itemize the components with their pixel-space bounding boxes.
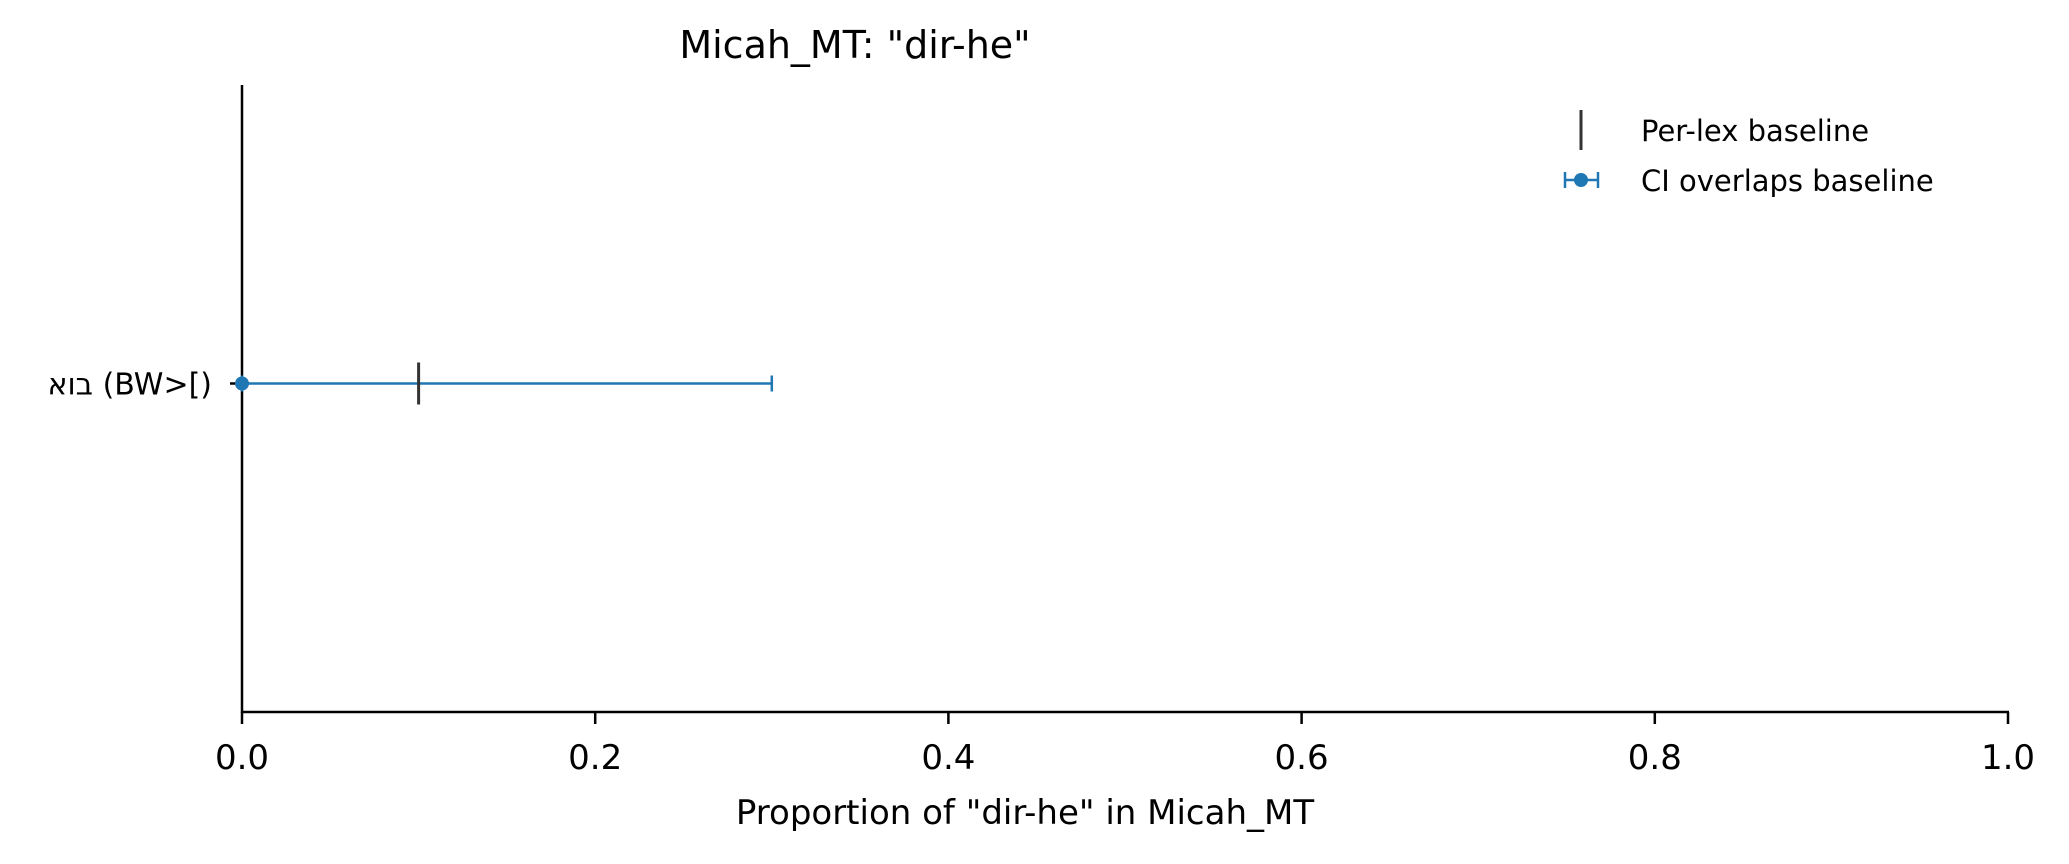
data-point (235, 376, 249, 391)
legend-baseline-label: Per-lex baseline (1641, 114, 1869, 148)
y-tick-label: בוא (BW>[) (47, 368, 212, 403)
x-tick-label: 0.8 (1628, 738, 1682, 778)
data-marks (235, 362, 774, 405)
x-tick-label: 0.6 (1275, 738, 1329, 778)
x-tick-label: 1.0 (1981, 738, 2035, 778)
x-tick-label: 0.2 (568, 738, 622, 778)
legend-ci-label: CI overlaps baseline (1641, 164, 1934, 198)
legend-ci-dot (1574, 173, 1588, 187)
legend: Per-lex baseline CI overlaps baseline (1563, 110, 1934, 198)
x-ticks: 0.0 0.2 0.4 0.6 0.8 1.0 (215, 712, 2035, 778)
x-axis-label: Proportion of "dir-he" in Micah_MT (736, 793, 1314, 833)
x-tick-label: 0.4 (921, 738, 975, 778)
x-tick-label: 0.0 (215, 738, 269, 778)
axes (240, 85, 2009, 714)
y-ticks: בוא (BW>[) (47, 368, 242, 403)
chart-title: Micah_MT: "dir-he" (679, 23, 1030, 67)
